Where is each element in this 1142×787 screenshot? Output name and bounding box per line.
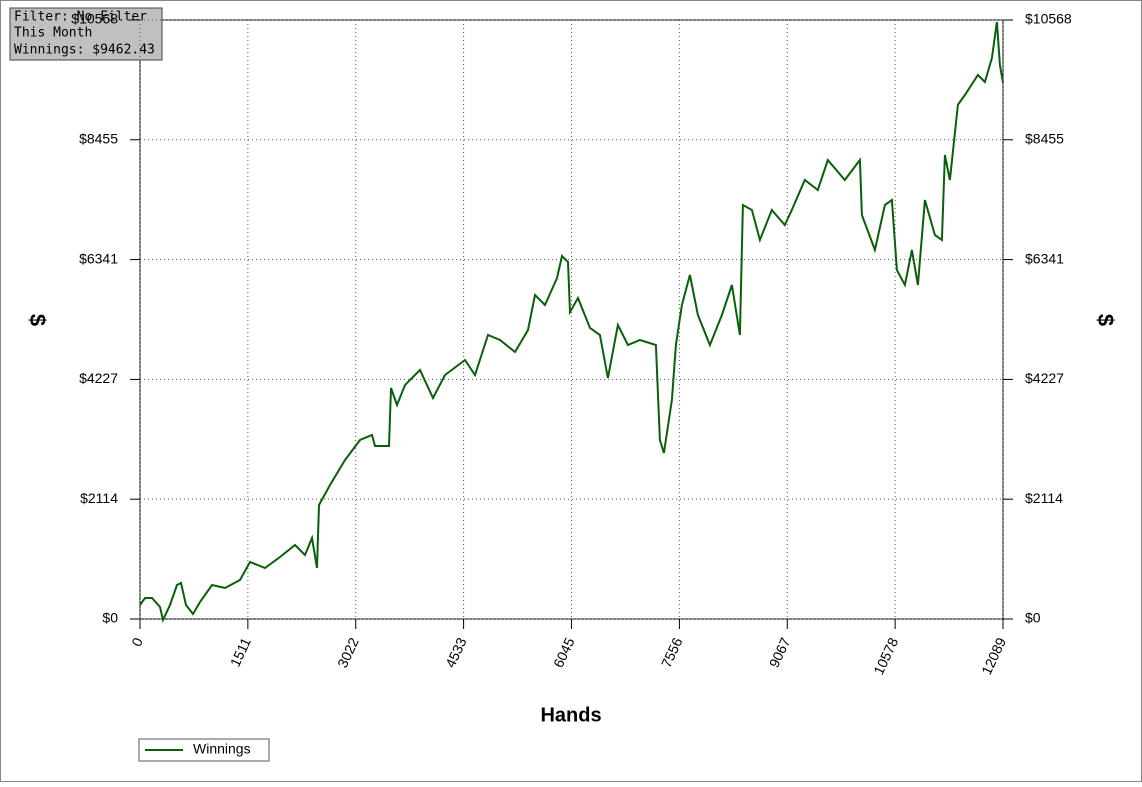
y-tick-label: $10568 (71, 11, 118, 27)
info-filter: Filter: No Filter (14, 10, 147, 25)
y-tick-label: $2114 (80, 490, 118, 506)
info-box (9, 7, 163, 61)
y2-axis-title: $ (1093, 314, 1118, 326)
y2-tick-label: $0 (1025, 610, 1041, 626)
legend (138, 738, 270, 762)
y2-tick-label: $8455 (1025, 130, 1064, 146)
plot-area (139, 19, 1004, 620)
line-series (139, 21, 1004, 624)
y2-tick-label: $4227 (1025, 370, 1064, 386)
y2-tick-label: $10568 (1025, 11, 1072, 27)
y2-tick-label: $2114 (1025, 490, 1063, 506)
legend-label: Winnings (193, 741, 251, 757)
y-axis-title: $ (25, 314, 50, 326)
x-axis-title: Hands (540, 704, 601, 726)
y2-tick-label: $6341 (1025, 250, 1064, 266)
y-tick-label: $6341 (79, 250, 118, 266)
y-tick-label: $8455 (79, 130, 118, 146)
info-period: This Month (14, 26, 92, 41)
info-winnings: Winnings: $9462.43 (14, 43, 155, 58)
y-tick-label: $0 (102, 610, 118, 626)
y-tick-label: $4227 (79, 370, 118, 386)
